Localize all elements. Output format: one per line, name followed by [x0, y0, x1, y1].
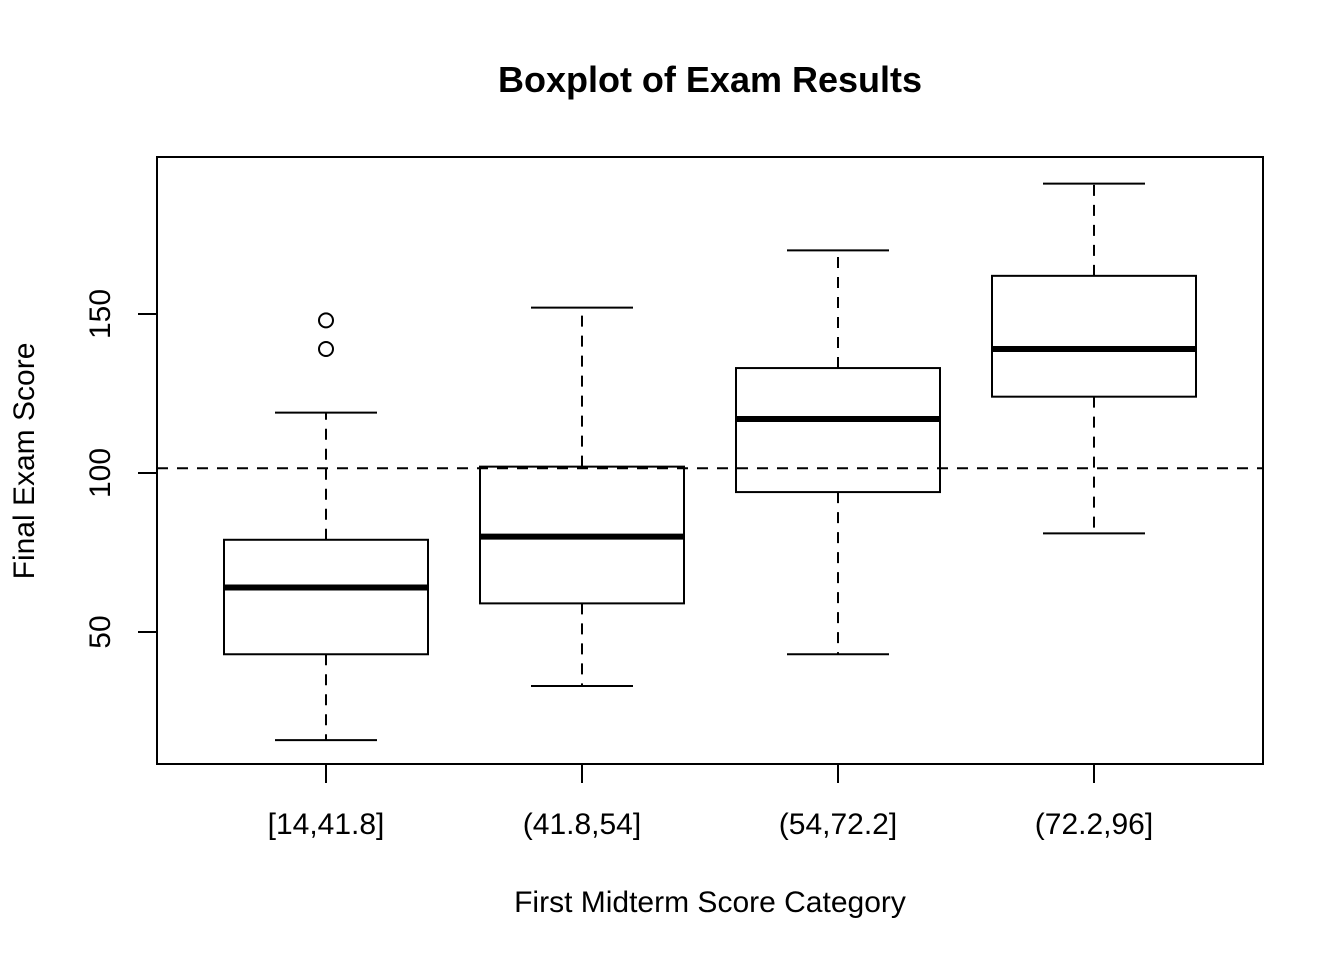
box-group [991, 182, 1197, 535]
y-tick-label: 150 [84, 289, 117, 339]
outlier-point [318, 340, 334, 357]
box-group [735, 249, 941, 656]
x-tick-label: [14,41.8] [268, 808, 385, 841]
y-tick-label: 100 [84, 448, 117, 498]
plot-marks [157, 182, 1263, 742]
box-iqr [991, 274, 1197, 398]
plot-frame [156, 156, 1264, 765]
box-group [479, 306, 685, 688]
box-iqr [735, 367, 941, 494]
box-group [223, 312, 429, 742]
chart-title: Boxplot of Exam Results [498, 59, 922, 100]
x-axis: [14,41.8] (41.8,54] (54,72.2] (72.2,96] [268, 764, 1153, 841]
box-iqr [223, 538, 429, 656]
y-axis: 50 100 150 [84, 289, 158, 649]
x-tick-label: (41.8,54] [523, 808, 641, 841]
x-tick-label: (54,72.2] [779, 808, 897, 841]
y-axis-label: Final Exam Score [8, 343, 41, 580]
y-tick-label: 50 [84, 615, 117, 648]
x-axis-label: First Midterm Score Category [514, 886, 906, 919]
outlier-point [318, 312, 334, 329]
x-tick-label: (72.2,96] [1035, 808, 1153, 841]
